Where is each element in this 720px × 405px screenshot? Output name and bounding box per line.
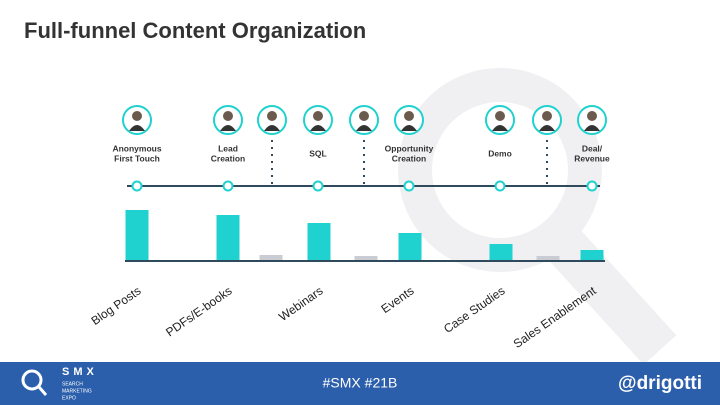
logo-sub: SEARCH [62,381,83,387]
bar [398,233,422,260]
bar [125,210,149,260]
stage-label: Opportunity [385,143,434,153]
hashtag: #SMX #21B [323,375,398,391]
avatar-head [495,111,505,121]
stage-label: First Touch [114,153,160,163]
avatar-head [542,111,552,121]
avatar-body [129,125,145,131]
avatar-body [356,125,372,131]
stage-label: Deal/ [582,143,603,153]
stage-label: Demo [488,148,512,158]
x-tick-label: Webinars [276,284,325,324]
x-tick-label: Sales Enablement [511,283,599,351]
bar [580,250,604,260]
stage-label: SQL [309,148,326,158]
avatar-body [310,125,326,131]
avatar-body [401,125,417,131]
avatar-body [220,125,236,131]
slide-title: Full-funnel Content Organization [24,18,366,43]
handle: @drigotti [618,373,702,394]
stage-label: Creation [211,153,245,163]
timeline-node [494,180,506,192]
avatar-head [359,111,369,121]
avatar-head [132,111,142,121]
x-tick-label: Case Studies [441,284,507,336]
avatar-head [587,111,597,121]
bar [216,215,240,260]
logo-sub: MARKETING [62,388,92,394]
logo-sub: EXPO [62,395,76,401]
bar [536,256,560,260]
avatar-body [539,125,555,131]
stage-label: Anonymous [112,143,161,153]
bar [307,223,331,260]
x-tick-label: PDFs/E-books [163,284,234,340]
x-tick-label: Blog Posts [89,284,144,328]
timeline-node [403,180,415,192]
logo-text: SMX [62,366,98,378]
avatar-head [223,111,233,121]
bar [354,256,378,260]
timeline-node [586,180,598,192]
bar [489,244,513,260]
timeline-node [131,180,143,192]
avatar-body [584,125,600,131]
avatar-body [264,125,280,131]
timeline-node [222,180,234,192]
stage-label: Creation [392,153,426,163]
avatar-head [267,111,277,121]
avatar-head [313,111,323,121]
x-tick-label: Events [378,284,416,317]
avatar-body [492,125,508,131]
avatar-head [404,111,414,121]
timeline-node [312,180,324,192]
bar [259,255,283,260]
stage-label: Lead [218,143,238,153]
stage-label: Revenue [574,153,610,163]
logo-icon [21,369,48,396]
footer-band [0,362,720,405]
